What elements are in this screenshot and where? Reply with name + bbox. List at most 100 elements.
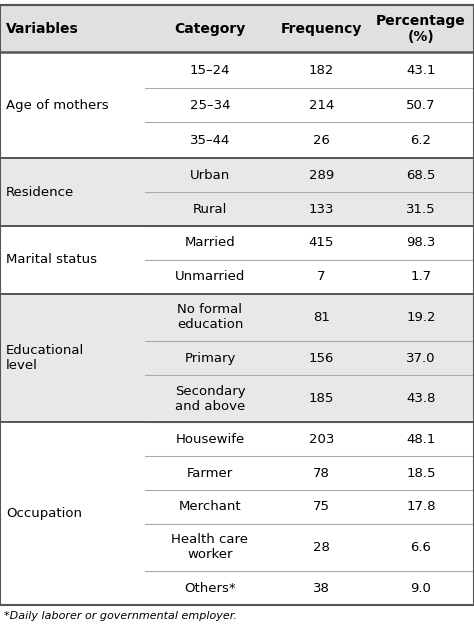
Bar: [275, 192, 368, 226]
Text: 98.3: 98.3: [406, 237, 436, 249]
Bar: [275, 341, 368, 375]
Bar: [0, 294, 145, 422]
Text: Frequency: Frequency: [281, 22, 362, 35]
Text: Unmarried: Unmarried: [175, 270, 245, 284]
Text: *Daily laborer or governmental employer.: *Daily laborer or governmental employer.: [4, 611, 237, 621]
Bar: [145, 226, 275, 260]
Text: Married: Married: [185, 237, 236, 249]
Text: Secondary
and above: Secondary and above: [175, 385, 246, 413]
Bar: [275, 158, 368, 192]
Text: Housewife: Housewife: [175, 433, 245, 446]
Text: Percentage
(%): Percentage (%): [376, 13, 466, 44]
Bar: [368, 523, 474, 571]
Bar: [145, 571, 275, 605]
Text: 214: 214: [309, 99, 334, 112]
Bar: [145, 260, 275, 294]
Text: Residence: Residence: [6, 185, 74, 199]
Bar: [275, 89, 368, 122]
Text: 19.2: 19.2: [406, 311, 436, 324]
Bar: [368, 571, 474, 605]
Text: Others*: Others*: [184, 582, 236, 594]
Bar: [275, 122, 368, 158]
Bar: [368, 226, 474, 260]
Text: 6.2: 6.2: [410, 134, 431, 147]
Bar: [145, 490, 275, 523]
Bar: [275, 226, 368, 260]
Text: 26: 26: [313, 134, 330, 147]
Text: Farmer: Farmer: [187, 467, 233, 480]
Bar: [368, 456, 474, 490]
Bar: [145, 192, 275, 226]
Text: 7: 7: [317, 270, 326, 284]
Text: 43.1: 43.1: [406, 64, 436, 77]
Bar: [275, 422, 368, 456]
Text: 48.1: 48.1: [406, 433, 436, 446]
Bar: [145, 294, 275, 341]
Text: 75: 75: [313, 500, 330, 513]
Text: Marital status: Marital status: [6, 253, 97, 266]
Text: 203: 203: [309, 433, 334, 446]
Bar: [145, 375, 275, 422]
Text: 25–34: 25–34: [190, 99, 230, 112]
Bar: [275, 490, 368, 523]
Text: Age of mothers: Age of mothers: [6, 99, 109, 112]
Text: 6.6: 6.6: [410, 541, 431, 554]
Text: 133: 133: [309, 203, 334, 216]
Text: 18.5: 18.5: [406, 467, 436, 480]
Bar: [368, 341, 474, 375]
Text: 43.8: 43.8: [406, 392, 436, 405]
Bar: [275, 571, 368, 605]
Bar: [145, 456, 275, 490]
Text: Primary: Primary: [184, 351, 236, 365]
Bar: [145, 53, 275, 89]
Bar: [275, 53, 368, 89]
Bar: [368, 490, 474, 523]
Bar: [368, 158, 474, 192]
Text: Rural: Rural: [193, 203, 227, 216]
Text: 17.8: 17.8: [406, 500, 436, 513]
Text: 50.7: 50.7: [406, 99, 436, 112]
Bar: [368, 294, 474, 341]
Bar: [368, 89, 474, 122]
Text: 156: 156: [309, 351, 334, 365]
Text: Urban: Urban: [190, 169, 230, 182]
Bar: [145, 122, 275, 158]
Text: No formal
education: No formal education: [177, 303, 243, 332]
Text: Variables: Variables: [6, 22, 79, 35]
Text: 38: 38: [313, 582, 330, 594]
Text: 182: 182: [309, 64, 334, 77]
Bar: [368, 122, 474, 158]
Text: 28: 28: [313, 541, 330, 554]
Text: Merchant: Merchant: [179, 500, 241, 513]
Text: 35–44: 35–44: [190, 134, 230, 147]
Bar: [0, 422, 145, 605]
Bar: [145, 341, 275, 375]
Text: 31.5: 31.5: [406, 203, 436, 216]
Text: 185: 185: [309, 392, 334, 405]
Bar: [275, 294, 368, 341]
Bar: [368, 375, 474, 422]
Bar: [275, 456, 368, 490]
Text: 1.7: 1.7: [410, 270, 431, 284]
Bar: [0, 5, 474, 53]
Bar: [368, 260, 474, 294]
Text: Health care
worker: Health care worker: [172, 534, 248, 561]
Text: Educational
level: Educational level: [6, 344, 84, 372]
Text: 81: 81: [313, 311, 330, 324]
Bar: [145, 523, 275, 571]
Bar: [275, 260, 368, 294]
Text: 68.5: 68.5: [406, 169, 436, 182]
Bar: [145, 422, 275, 456]
Text: 9.0: 9.0: [410, 582, 431, 594]
Bar: [145, 158, 275, 192]
Text: Category: Category: [174, 22, 246, 35]
Text: Occupation: Occupation: [6, 507, 82, 520]
Text: 415: 415: [309, 237, 334, 249]
Bar: [368, 53, 474, 89]
Bar: [275, 375, 368, 422]
Bar: [368, 422, 474, 456]
Bar: [368, 192, 474, 226]
Bar: [0, 226, 145, 294]
Bar: [0, 158, 145, 226]
Bar: [0, 53, 145, 158]
